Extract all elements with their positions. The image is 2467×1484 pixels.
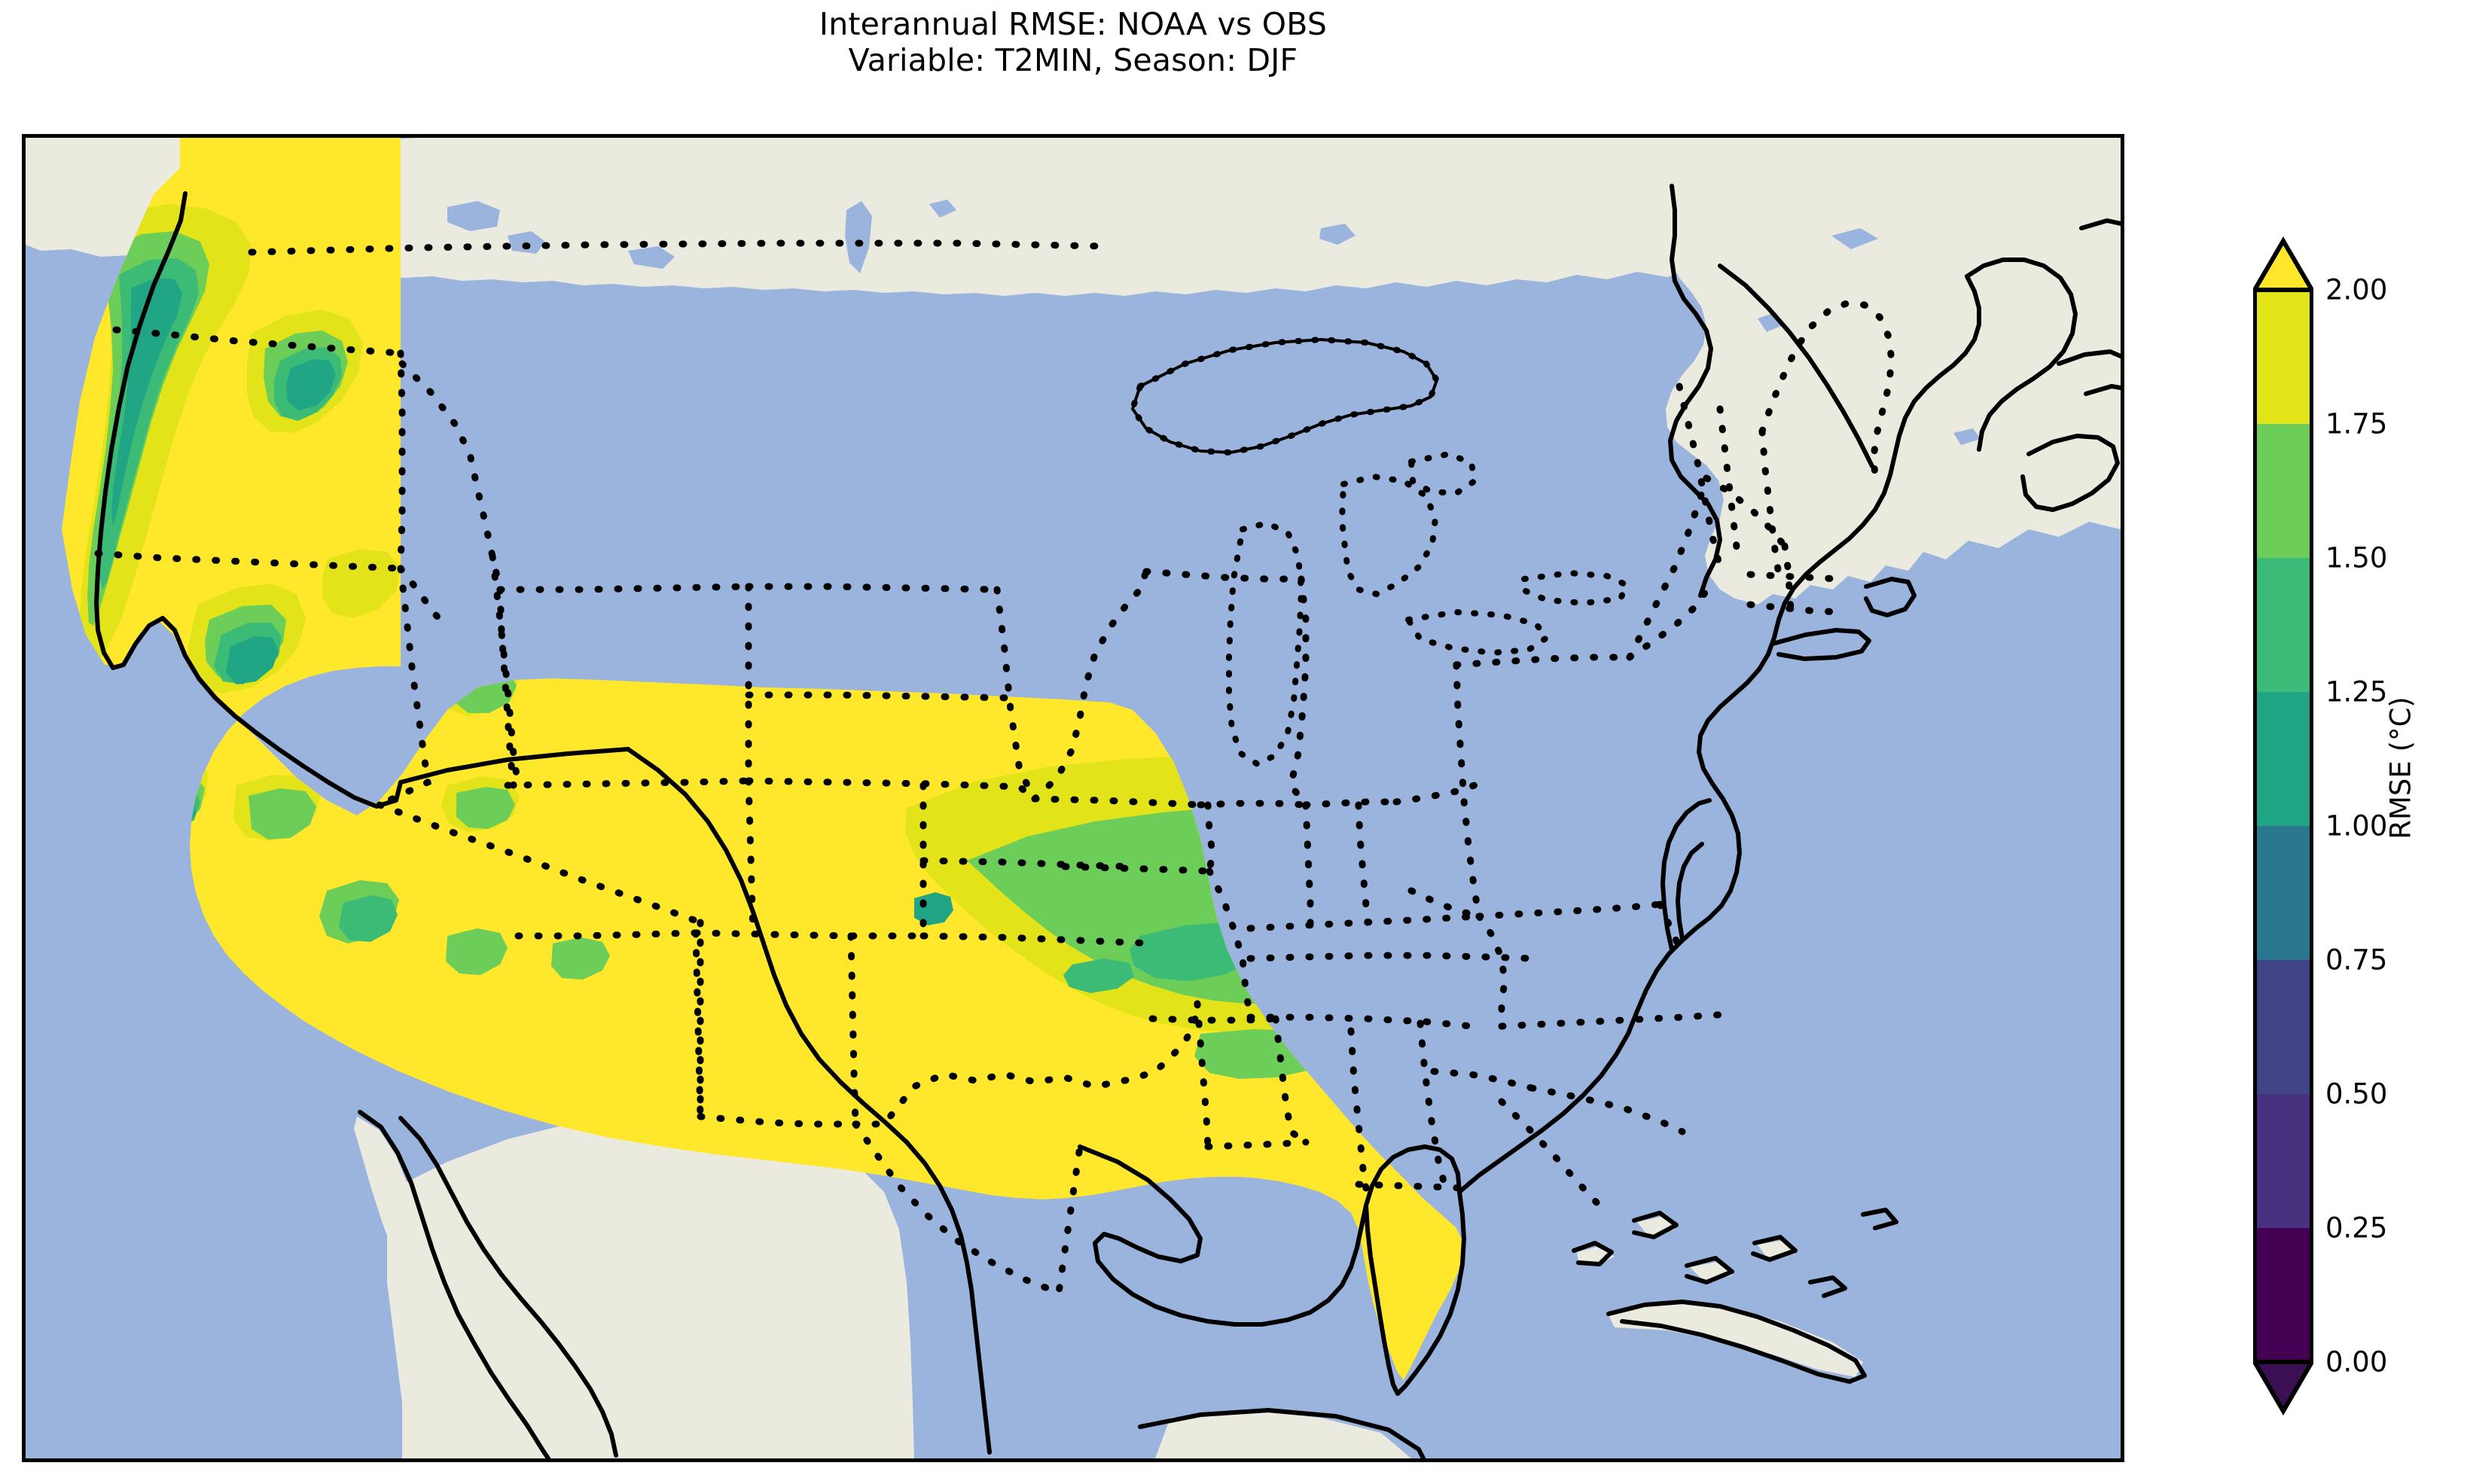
cb-tick-0-00: 0.00 xyxy=(2325,1345,2388,1379)
title-line-1: Interannual RMSE: NOAA vs OBS xyxy=(819,6,1328,42)
great-lakes xyxy=(447,200,1981,764)
lake-outlines xyxy=(1129,336,1631,768)
state-borders xyxy=(94,239,1895,1298)
colorbar-extend-min xyxy=(2253,1360,2313,1415)
colorbar-extend-max xyxy=(2253,236,2313,292)
colorbar-swatch[interactable] xyxy=(2253,113,2313,1423)
colorbar-bands xyxy=(2255,290,2312,1362)
cb-tick-2-00: 2.00 xyxy=(2325,273,2388,306)
coastlines xyxy=(94,184,2121,1458)
map-canvas xyxy=(26,138,2121,1458)
colorbar[interactable]: 2.00 1.75 1.50 1.25 1.00 0.75 0.50 0.25 … xyxy=(2253,113,2417,1423)
figure-title: Interannual RMSE: NOAA vs OBS Variable: … xyxy=(0,0,2146,79)
cb-tick-0-25: 0.25 xyxy=(2325,1211,2388,1245)
map-axes[interactable] xyxy=(22,134,2124,1462)
title-line-2: Variable: T2MIN, Season: DJF xyxy=(848,42,1298,79)
map-plot xyxy=(26,138,2121,1458)
cb-tick-1-00: 1.00 xyxy=(2325,809,2388,843)
land-polygons xyxy=(26,138,2121,1458)
cb-tick-1-75: 1.75 xyxy=(2325,407,2388,440)
colorbar-tick-labels: 2.00 1.75 1.50 1.25 1.00 0.75 0.50 0.25 … xyxy=(2325,113,2438,1423)
cb-tick-0-50: 0.50 xyxy=(2325,1077,2388,1111)
cb-tick-1-50: 1.50 xyxy=(2325,541,2388,574)
colorbar-axis-label: RMSE (°C) xyxy=(2384,696,2417,840)
cb-tick-1-25: 1.25 xyxy=(2325,675,2388,708)
cb-tick-0-75: 0.75 xyxy=(2325,943,2388,977)
